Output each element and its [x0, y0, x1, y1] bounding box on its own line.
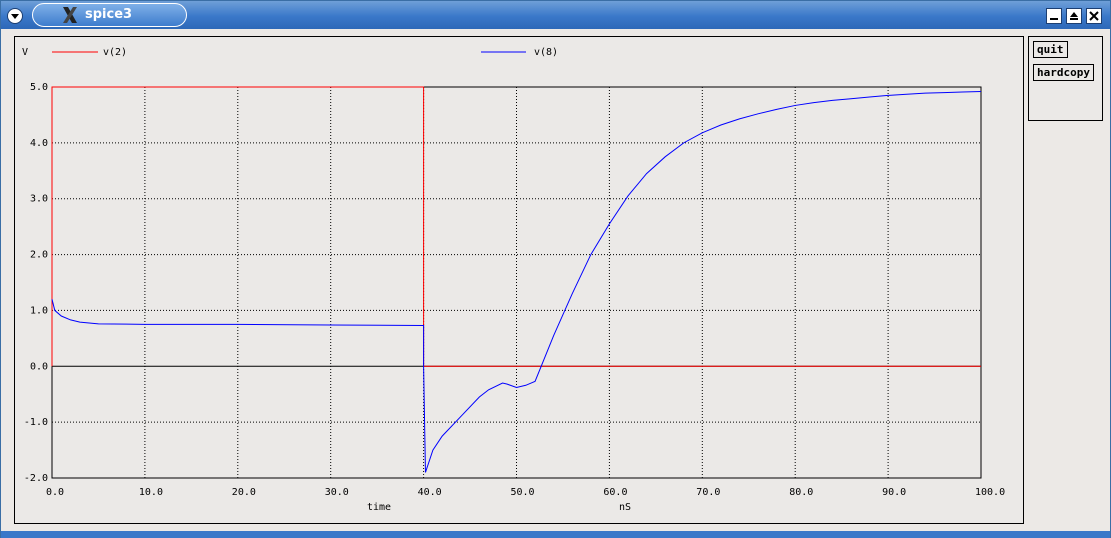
x-tick-label: 10.0: [139, 487, 163, 498]
plot-frame: 0.0 10.0 20.0 30.0 40.0 50.0 60.0 70.0 80.0 90.0 1…: [14, 36, 1024, 524]
maximize-icon[interactable]: [1066, 8, 1082, 24]
y-tick-label: 4.0: [30, 138, 48, 149]
y-axis-label: V: [22, 47, 28, 58]
x-tick-label: 30.0: [325, 487, 349, 498]
window-bottom-border: [1, 531, 1110, 538]
x-logo-icon: [63, 7, 77, 23]
x-tick-label: 100.0: [975, 487, 1005, 498]
chevron-down-icon[interactable]: [7, 8, 23, 24]
series-line-v8: [51, 90, 982, 473]
y-tick-label: -2.0: [24, 473, 48, 484]
y-tick-label: 0.0: [30, 361, 48, 372]
window-title-tab[interactable]: spice3: [32, 3, 187, 27]
x-tick-label: 0.0: [46, 487, 64, 498]
x-tick-label: 60.0: [603, 487, 627, 498]
plot-svg: 0.0 10.0 20.0 30.0 40.0 50.0 60.0 70.0 80.0 90.0 1…: [22, 47, 1005, 513]
tick-labels: 0.0 10.0 20.0 30.0 40.0 50.0 60.0 70.0 80.0 90.0 1…: [24, 82, 1005, 498]
x-tick-label: 50.0: [511, 487, 535, 498]
x-axis-label: time: [367, 502, 391, 513]
x-tick-label: 40.0: [418, 487, 442, 498]
button-panel: quit hardcopy: [1028, 36, 1103, 121]
y-tick-label: 3.0: [30, 194, 48, 205]
x-tick-label: 70.0: [696, 487, 720, 498]
series-lines: [51, 86, 982, 473]
quit-button[interactable]: quit: [1033, 41, 1068, 58]
x-tick-label: 80.0: [789, 487, 813, 498]
legend-label-v8: v(8): [534, 47, 558, 58]
y-tick-label: 5.0: [30, 82, 48, 93]
legend: V v(2) v(8): [22, 47, 558, 58]
x-tick-label: 20.0: [232, 487, 256, 498]
title-bar[interactable]: spice3: [1, 1, 1110, 29]
legend-label-v2: v(2): [103, 47, 127, 58]
hardcopy-button[interactable]: hardcopy: [1033, 64, 1094, 81]
y-tick-label: -1.0: [24, 417, 48, 428]
x-axis-unit: nS: [619, 502, 631, 513]
close-icon[interactable]: [1086, 8, 1102, 24]
y-tick-label: 2.0: [30, 250, 48, 261]
y-tick-label: 1.0: [30, 305, 48, 316]
window-title: spice3: [85, 7, 133, 22]
series-line-v2: [51, 86, 981, 367]
x-tick-label: 90.0: [882, 487, 906, 498]
minimize-icon[interactable]: [1046, 8, 1062, 24]
grid: [51, 86, 982, 479]
